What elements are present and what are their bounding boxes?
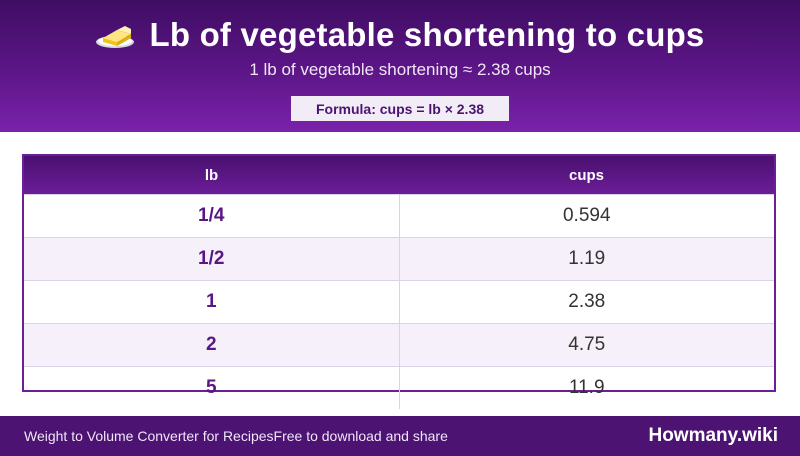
column-header-cups: cups [399, 156, 774, 195]
cell-cups: 0.594 [399, 194, 774, 238]
cell-cups: 4.75 [399, 323, 774, 367]
conversion-table: lb cups 1/4 0.594 1/2 1.19 1 2.38 2 4.75 [22, 154, 776, 409]
footer: Weight to Volume Converter for RecipesFr… [0, 416, 800, 456]
table-row: 1/2 1.19 [24, 237, 774, 281]
table-header-row: lb cups [24, 156, 774, 195]
page-title: Lb of vegetable shortening to cups [149, 16, 705, 53]
table-row: 1 2.38 [24, 280, 774, 324]
footer-app-name: Weight to Volume Converter for Recipes [24, 428, 274, 444]
cell-lb: 1 [24, 280, 400, 324]
cell-lb: 2 [24, 323, 400, 367]
brand-logo-text[interactable]: Howmany.wiki [648, 425, 778, 446]
footer-tagline: Weight to Volume Converter for RecipesFr… [24, 428, 448, 444]
formula-badge: Formula: cups = lb × 2.38 [291, 96, 509, 121]
table-row: 5 11.9 [24, 366, 774, 409]
cell-lb: 5 [24, 366, 400, 409]
conversion-table-grid: lb cups 1/4 0.594 1/2 1.19 1 2.38 2 4.75 [24, 156, 774, 409]
cell-lb: 1/4 [24, 194, 400, 238]
table-row: 2 4.75 [24, 323, 774, 367]
cell-cups: 1.19 [399, 237, 774, 281]
butter-icon [95, 20, 137, 50]
table-row: 1/4 0.594 [24, 194, 774, 238]
cell-cups: 11.9 [399, 366, 774, 409]
cell-cups: 2.38 [399, 280, 774, 324]
cell-lb: 1/2 [24, 237, 400, 281]
footer-share-note: Free to download and share [273, 428, 448, 444]
header: Lb of vegetable shortening to cups 1 lb … [0, 0, 800, 132]
title-row: Lb of vegetable shortening to cups [0, 14, 800, 56]
column-header-lb: lb [24, 156, 399, 195]
conversion-summary: 1 lb of vegetable shortening ≈ 2.38 cups [249, 60, 551, 79]
